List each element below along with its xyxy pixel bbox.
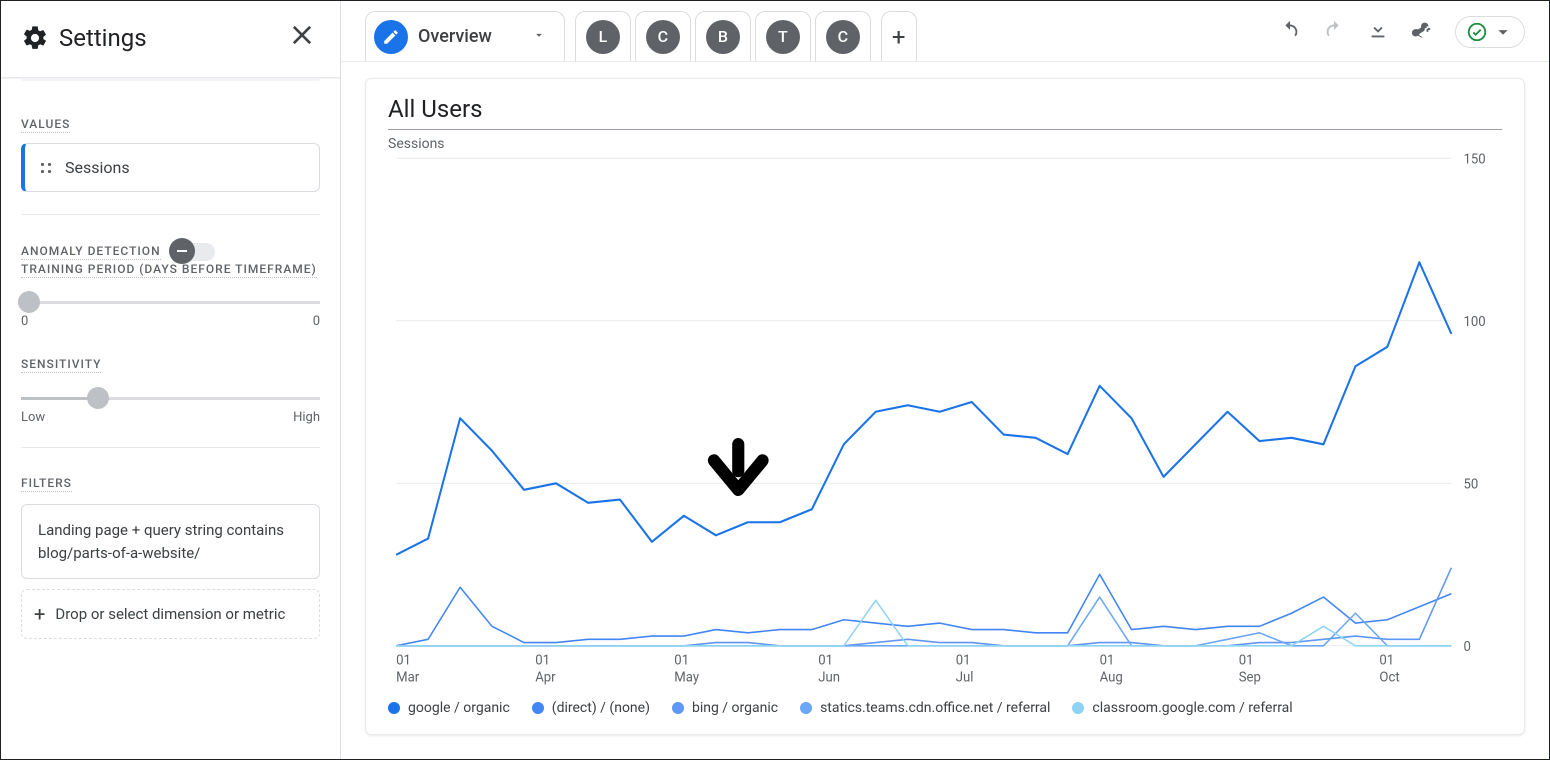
legend-swatch-icon [672, 702, 684, 714]
chart-subtitle: Sessions [388, 136, 1502, 152]
svg-text:May: May [674, 670, 699, 685]
sensitivity-max: High [293, 410, 320, 425]
legend-item[interactable]: (direct) / (none) [532, 700, 650, 716]
svg-text:01: 01 [1239, 653, 1254, 668]
training-min: 0 [21, 314, 28, 329]
chevron-down-icon [1492, 21, 1514, 43]
filter-chip[interactable]: Landing page + query string contains blo… [21, 504, 320, 579]
svg-text:Apr: Apr [535, 670, 556, 685]
svg-text:01: 01 [1100, 653, 1115, 668]
toggle-knob-icon [169, 238, 195, 264]
anomaly-toggle[interactable] [173, 243, 215, 261]
legend-item[interactable]: google / organic [388, 700, 510, 716]
svg-text:01: 01 [956, 653, 971, 668]
tab-overview[interactable]: Overview [365, 11, 565, 61]
svg-text:Sep: Sep [1239, 670, 1261, 685]
svg-text:01: 01 [396, 653, 411, 668]
legend-label: bing / organic [692, 700, 778, 716]
tab-b[interactable]: B [695, 11, 751, 61]
tab-c[interactable]: C [635, 11, 691, 61]
legend-item[interactable]: classroom.google.com / referral [1072, 700, 1292, 716]
share-button[interactable] [1411, 19, 1433, 45]
svg-text:150: 150 [1464, 152, 1486, 167]
svg-text:Jul: Jul [956, 670, 974, 685]
redo-button[interactable] [1323, 19, 1345, 45]
tab-letter-icon: C [826, 20, 860, 54]
legend-swatch-icon [800, 702, 812, 714]
training-slider[interactable] [21, 301, 320, 304]
chart-plot: 0 50 100 150 01 Mar 01 Apr 01 May 01 Jun 01 Jul 01 Aug 0… [388, 152, 1502, 696]
slider-thumb[interactable] [18, 291, 40, 313]
chart-title: All Users [388, 95, 1502, 130]
legend-label: statics.teams.cdn.office.net / referral [820, 700, 1050, 716]
plus-icon: + [34, 604, 45, 624]
tab-letter-icon: T [766, 20, 800, 54]
svg-text:Oct: Oct [1379, 670, 1399, 685]
slider-thumb[interactable] [87, 387, 109, 409]
download-button[interactable] [1367, 19, 1389, 45]
training-max: 0 [313, 314, 320, 329]
svg-text:Aug: Aug [1100, 670, 1123, 685]
svg-text:01: 01 [1379, 653, 1394, 668]
settings-title: Settings [59, 24, 274, 52]
chart-card: All Users Sessions 0 50 100 150 01 Mar 01 Apr 01… [365, 78, 1525, 735]
add-tab-button[interactable]: + [881, 11, 917, 61]
settings-header: Settings [1, 1, 340, 78]
check-circle-icon [1466, 21, 1488, 43]
svg-text:01: 01 [674, 653, 689, 668]
main-area: Overview LCBTC + All Users [341, 1, 1549, 759]
status-pill[interactable] [1455, 16, 1525, 48]
tab-letter-icon: B [706, 20, 740, 54]
close-icon[interactable] [284, 17, 320, 59]
legend-swatch-icon [532, 702, 544, 714]
tab-c[interactable]: C [815, 11, 871, 61]
sensitivity-heading: SENSITIVITY [21, 357, 101, 373]
svg-text:01: 01 [535, 653, 550, 668]
anomaly-heading: ANOMALY DETECTION [21, 244, 161, 260]
pencil-icon [374, 20, 408, 54]
svg-text:0: 0 [1464, 640, 1471, 655]
value-chip-label: Sessions [65, 158, 130, 177]
dropzone-label: Drop or select dimension or metric [55, 605, 285, 623]
filters-heading: FILTERS [21, 476, 72, 492]
undo-button[interactable] [1279, 19, 1301, 45]
filter-dropzone[interactable]: + Drop or select dimension or metric [21, 589, 320, 639]
tab-bar: Overview LCBTC + [341, 1, 1549, 62]
filter-chip-text: Landing page + query string contains blo… [38, 521, 284, 562]
sensitivity-slider[interactable] [21, 397, 320, 400]
training-heading: TRAINING PERIOD (DAYS BEFORE TIMEFRAME) [21, 262, 317, 278]
legend-label: classroom.google.com / referral [1092, 700, 1292, 716]
value-chip-sessions[interactable]: Sessions [21, 143, 320, 192]
legend-label: (direct) / (none) [552, 700, 650, 716]
chevron-down-icon[interactable] [532, 28, 546, 46]
settings-panel: Settings VALUES Sessions ANOMALY DETECTI… [1, 1, 341, 759]
legend-label: google / organic [408, 700, 510, 716]
tab-letter-icon: L [586, 20, 620, 54]
svg-text:01: 01 [818, 653, 833, 668]
svg-text:100: 100 [1464, 315, 1486, 330]
legend-swatch-icon [1072, 702, 1084, 714]
tab-t[interactable]: T [755, 11, 811, 61]
tab-l[interactable]: L [575, 11, 631, 61]
tab-letter-icon: C [646, 20, 680, 54]
svg-text:50: 50 [1464, 477, 1479, 492]
sensitivity-min: Low [21, 410, 45, 425]
svg-text:Jun: Jun [818, 670, 840, 685]
chart-legend: google / organic (direct) / (none) bing / … [388, 700, 1502, 716]
tab-overview-label: Overview [418, 26, 492, 47]
gear-icon [21, 24, 49, 52]
svg-text:Mar: Mar [396, 670, 420, 685]
values-heading: VALUES [21, 117, 70, 133]
drag-handle-icon[interactable] [39, 161, 53, 175]
legend-swatch-icon [388, 702, 400, 714]
legend-item[interactable]: statics.teams.cdn.office.net / referral [800, 700, 1050, 716]
plus-icon: + [892, 23, 906, 51]
legend-item[interactable]: bing / organic [672, 700, 778, 716]
